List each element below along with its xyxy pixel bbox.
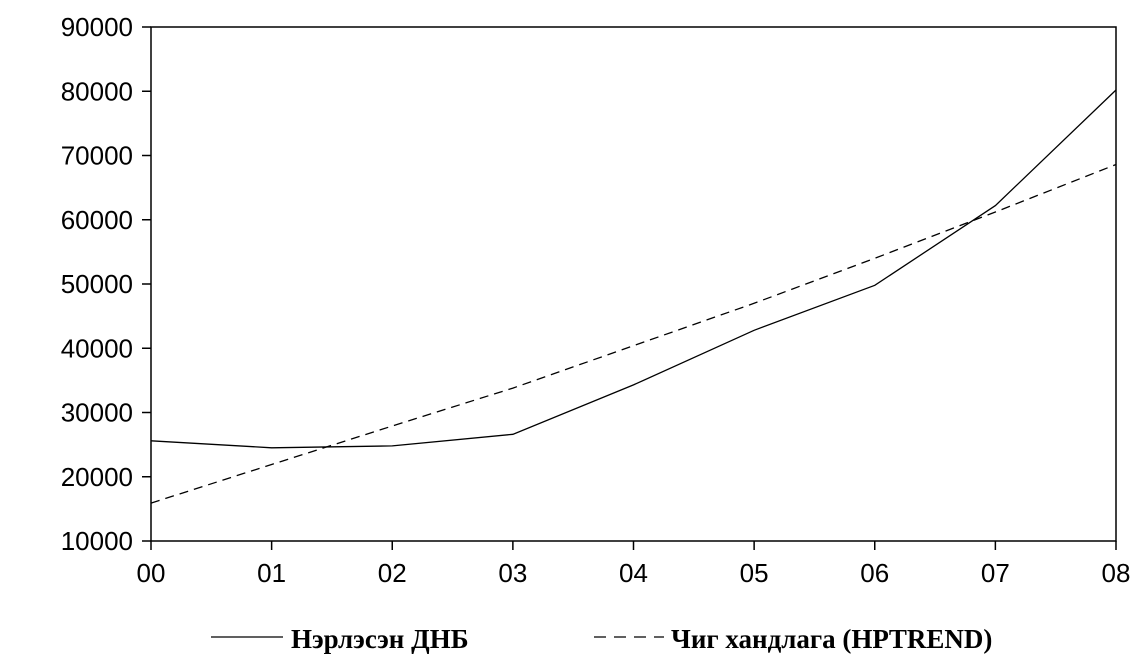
x-tick-label: 00 [137, 558, 166, 588]
series-layer [150, 89, 1117, 504]
y-tick-label: 40000 [61, 333, 133, 363]
x-tick-label: 02 [378, 558, 407, 588]
x-tick-label: 03 [498, 558, 527, 588]
x-tick-label: 08 [1102, 558, 1131, 588]
y-tick-label: 60000 [61, 205, 133, 235]
series-line-hp-trend [150, 163, 1117, 504]
x-axis: 00 01 02 03 04 05 06 07 08 [137, 541, 1131, 588]
y-tick-label: 50000 [61, 269, 133, 299]
y-tick-label: 30000 [61, 398, 133, 428]
legend: Нэрлэсэн ДНБ Чиг хандлага (HPTREND) [211, 624, 992, 654]
y-tick-label: 70000 [61, 141, 133, 171]
legend-label-hp-trend: Чиг хандлага (HPTREND) [671, 624, 992, 654]
series-line-nominal-gdp [150, 89, 1117, 449]
x-tick-label: 04 [619, 558, 648, 588]
y-tick-label: 20000 [61, 462, 133, 492]
y-axis: 10000 20000 30000 40000 50000 60000 70000 80000… [61, 12, 151, 556]
plot-frame [150, 26, 1117, 542]
x-tick-label: 07 [981, 558, 1010, 588]
y-tick-label: 80000 [61, 76, 133, 106]
x-tick-label: 01 [257, 558, 286, 588]
legend-label-nominal-gdp: Нэрлэсэн ДНБ [291, 624, 469, 654]
y-tick-label: 10000 [61, 526, 133, 556]
y-tick-label: 90000 [61, 12, 133, 42]
x-tick-label: 05 [740, 558, 769, 588]
x-tick-label: 06 [860, 558, 889, 588]
